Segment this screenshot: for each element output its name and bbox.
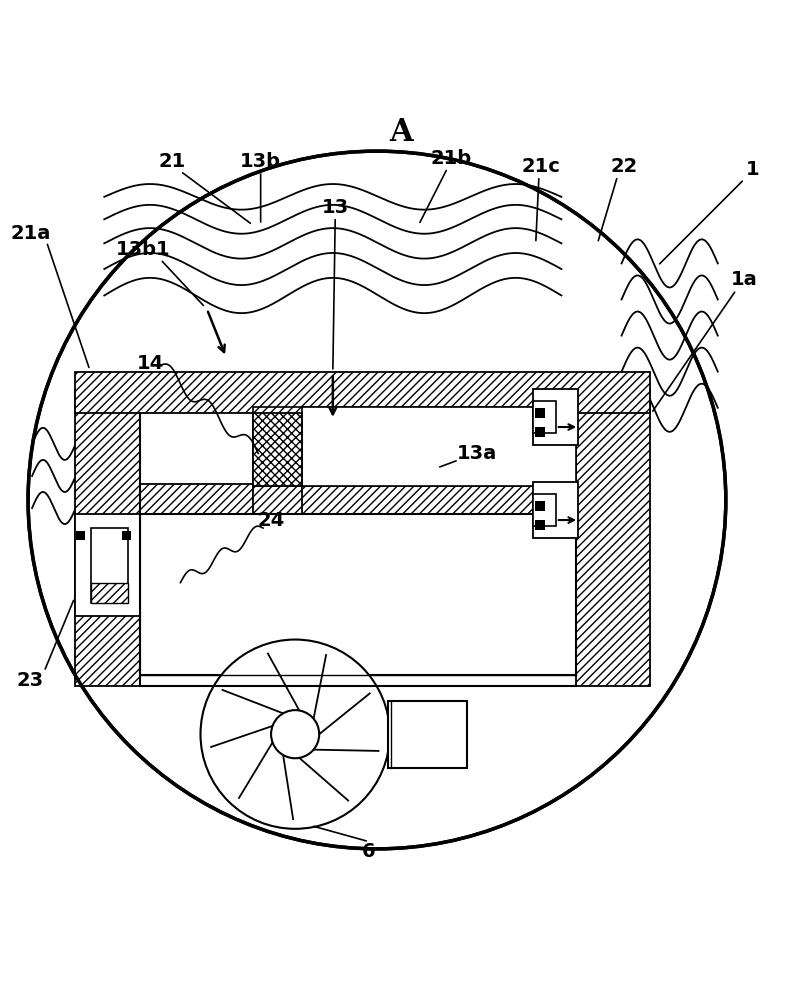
Circle shape	[271, 710, 319, 758]
Circle shape	[28, 151, 726, 849]
Bar	[576, 389, 650, 686]
Text: 22: 22	[610, 157, 638, 176]
Bar	[535, 408, 545, 418]
Text: 13b: 13b	[240, 152, 282, 171]
Bar	[388, 701, 467, 768]
Text: 6: 6	[363, 842, 375, 861]
Bar	[535, 501, 545, 511]
Bar	[140, 514, 576, 675]
Bar	[533, 401, 556, 433]
Bar	[253, 463, 576, 486]
Bar	[76, 531, 85, 540]
Bar	[535, 520, 545, 530]
Circle shape	[200, 640, 390, 829]
Bar	[253, 413, 302, 486]
Text: 1a: 1a	[731, 270, 758, 289]
Bar	[253, 407, 576, 429]
Bar	[533, 494, 556, 526]
Bar	[533, 482, 578, 538]
Text: 13: 13	[322, 198, 349, 217]
Bar	[91, 528, 128, 603]
Text: A: A	[389, 117, 413, 148]
Bar	[535, 427, 545, 437]
Text: 21: 21	[159, 152, 186, 171]
Text: 23: 23	[17, 671, 44, 690]
Text: 13b1: 13b1	[115, 240, 170, 259]
Text: 21a: 21a	[10, 224, 51, 243]
Text: 21b: 21b	[430, 149, 472, 168]
Text: 14: 14	[137, 354, 164, 373]
Text: 13a: 13a	[457, 444, 497, 463]
Text: 21c: 21c	[522, 157, 561, 176]
Bar	[91, 583, 128, 603]
Text: 24: 24	[257, 511, 285, 530]
Text: 1: 1	[746, 160, 759, 179]
Bar	[122, 531, 131, 540]
Bar	[75, 372, 650, 413]
Bar	[75, 514, 140, 616]
Bar	[75, 389, 140, 686]
Bar	[140, 484, 576, 514]
Bar	[302, 407, 576, 486]
Bar	[533, 389, 578, 445]
